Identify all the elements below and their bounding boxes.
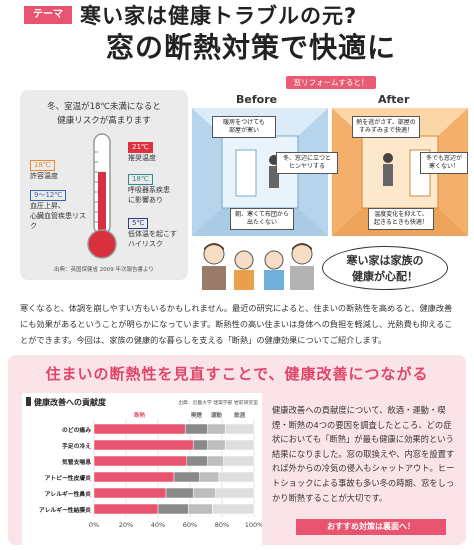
chart-bar <box>192 439 208 451</box>
temp-item-21: 21℃ 推奨温度 <box>128 142 186 163</box>
health-section: 住まいの断熱性を見直すことで、健康改善につながる 健康改善への貢献度 出典：近畿大… <box>8 355 466 545</box>
before-callout-3: 朝、寒くて布団から 出たくない <box>230 208 294 230</box>
chart-x-tick: 20% <box>119 521 133 529</box>
theme-tag: テーマ <box>24 6 72 24</box>
temp-9-12-label2: 心臓血管疾患リスク <box>30 212 86 230</box>
thermo-heading-line1: 冬、室温が18℃未満になると <box>47 102 161 112</box>
before-callout-2: 冬、窓辺に立つと ヒンヤリする <box>276 152 338 174</box>
chart-category-label: のどの痛み <box>62 426 91 434</box>
chart-bar <box>212 503 255 515</box>
temp-18b-label1: 呼吸器系疾患 <box>128 186 170 194</box>
chart-legend-label: 喫煙 <box>191 411 203 419</box>
chart-bar <box>199 471 220 483</box>
before-callout-3-text: 朝、寒くて布団から 出たくない <box>235 211 289 226</box>
chart-bar <box>215 487 255 499</box>
section-title: 住まいの断熱性を見直すことで、健康改善につながる <box>45 365 429 383</box>
chart-area: 健康改善への貢献度 出典：近畿大学 建築学部 岩前研究室 0% 20% 40% 60% 80… <box>22 393 263 545</box>
temp-9-12-label1: 血圧上昇、 <box>30 202 65 210</box>
temp-18-label: 許容温度 <box>30 172 58 180</box>
chart-bar <box>218 471 255 483</box>
temp-item-18-respiratory: 18℃ 呼吸器系疾患 に影響あり <box>128 174 186 205</box>
section-body-text: 健康改善への貢献度について、飲酒・運動・喫煙・断熱の4つの要因を調査したところ、… <box>272 405 455 503</box>
chart-x-tick: 100% <box>245 521 262 529</box>
chart-legend-label: 断熱 <box>134 411 146 419</box>
temp-18-badge: 18℃ <box>30 160 55 171</box>
bubble-line2: 健康が心配！ <box>352 270 418 283</box>
family-illustration <box>202 243 314 290</box>
renovation-tag: 窓リフォームすると！ <box>286 76 376 89</box>
thermo-source: 出典：英国保健省 2009 年次報告書より <box>54 267 154 273</box>
next-page-cta[interactable]: おすすめ対策は裏面へ！ <box>296 519 446 535</box>
after-callout-2: 冬でも窓辺が 寒くない！ <box>420 152 468 174</box>
intro-paragraph: 寒くなると、体調を崩しやすい方もいるかもしれません。最近の研究によると、住まいの… <box>20 303 453 345</box>
chart-bar <box>93 455 188 467</box>
chart-category-label: 気管支喘息 <box>62 458 91 466</box>
chart-bar <box>207 439 226 451</box>
after-callout-1-text: 熱を逃がさず、部屋の すみずみまで快適！ <box>356 119 416 134</box>
before-callout-1: 暖房をつけても 部屋が寒い <box>212 116 276 138</box>
chart-category-label: アレルギー性鼻炎 <box>45 490 92 498</box>
temp-18b-label2: に影響あり <box>128 196 163 204</box>
chart-bar <box>173 471 200 483</box>
chart-x-tick: 40% <box>151 521 165 529</box>
chart-x-tick: 0% <box>89 521 99 529</box>
before-callout-1-text: 暖房をつけても 部屋が寒い <box>223 119 265 134</box>
chart-bar <box>93 471 175 483</box>
chart-bar <box>157 503 189 515</box>
chart-bar <box>207 423 226 435</box>
chart-title-marker <box>26 397 31 406</box>
after-callout-1: 熱を逃がさず、部屋の すみずみまで快適！ <box>352 116 420 138</box>
contribution-chart: 健康改善への貢献度 出典：近畿大学 建築学部 岩前研究室 0% 20% 40% 60% 80… <box>26 397 263 529</box>
before-label: Before <box>236 93 278 106</box>
chart-legend-label: 運動 <box>211 411 223 419</box>
chart-bar <box>224 439 255 451</box>
thermo-heading-line2: 健康リスクが高まります <box>57 116 151 126</box>
chart-bar <box>93 423 186 435</box>
temp-21-badge: 21℃ <box>128 142 153 153</box>
thermometer-panel: 冬、室温が18℃未満になると 健康リスクが高まります 21℃ 推奨温度 18℃ … <box>20 90 188 280</box>
chart-x-tick: 80% <box>215 521 229 529</box>
chart-bar <box>224 423 255 435</box>
chart-legend-label: 飲酒 <box>233 411 246 419</box>
after-callout-2-text: 冬でも窓辺が 寒くない！ <box>425 155 462 170</box>
chart-bar <box>223 455 255 467</box>
temp-5-label1: 低体温を起こす <box>128 230 177 238</box>
thermo-heading: 冬、室温が18℃未満になると 健康リスクが高まります <box>20 100 188 128</box>
temp-18b-badge: 18℃ <box>128 174 153 185</box>
after-callout-3-text: 温度変化を抑えて、 起きるときも快適！ <box>374 211 428 226</box>
chart-category-label: アレルギー性結膜炎 <box>39 506 91 514</box>
speech-bubble: 寒い家は家族の 健康が心配！ <box>322 246 448 290</box>
bubble-line1: 寒い家は家族の <box>346 254 424 267</box>
chart-category-label: アトピー性皮膚炎 <box>45 474 92 482</box>
chart-bar <box>188 503 213 515</box>
chart-bar <box>93 503 159 515</box>
temp-item-9-12: 9～12℃ 血圧上昇、 心臓血管疾患リスク <box>30 190 86 231</box>
chart-bar <box>207 455 224 467</box>
chart-bar <box>186 455 208 467</box>
chart-source: 出典：近畿大学 建築学部 岩前研究室 <box>178 399 258 406</box>
after-callout-3: 温度変化を抑えて、 起きるときも快適！ <box>368 208 434 230</box>
chart-bar <box>93 487 167 499</box>
chart-x-tick: 60% <box>183 521 197 529</box>
temp-9-12-badge: 9～12℃ <box>30 190 67 201</box>
chart-bar <box>165 487 194 499</box>
before-callout-2-text: 冬、窓辺に立つと ヒンヤリする <box>282 155 331 170</box>
temp-5-label2: ハイリスク <box>128 240 163 248</box>
chart-bar <box>184 423 208 435</box>
title-line-1: 寒い家は健康トラブルの元? <box>80 4 358 28</box>
temp-5-badge: 5℃ <box>128 218 149 229</box>
chart-bar <box>192 487 216 499</box>
chart-category-label: 手足の冷え <box>62 442 91 450</box>
thermometer-icon <box>87 133 117 259</box>
chart-bar <box>93 439 194 451</box>
temp-item-5: 5℃ 低体温を起こす ハイリスク <box>128 218 186 249</box>
temp-21-label: 推奨温度 <box>128 154 156 162</box>
chart-title: 健康改善への貢献度 <box>34 397 107 407</box>
title-line-2: 窓の断熱対策で快適に <box>106 31 397 64</box>
after-label: After <box>378 93 410 106</box>
temp-item-18-allowed: 18℃ 許容温度 <box>30 160 80 181</box>
